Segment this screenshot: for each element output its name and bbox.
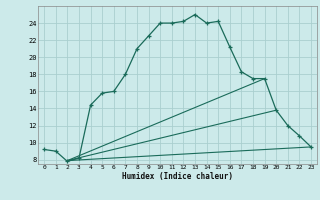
X-axis label: Humidex (Indice chaleur): Humidex (Indice chaleur) (122, 172, 233, 181)
